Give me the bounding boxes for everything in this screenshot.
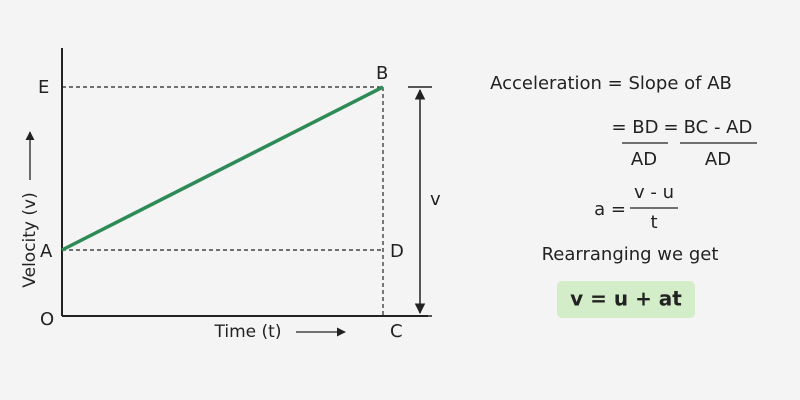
point-label: O	[40, 309, 54, 330]
equation-text: a =	[594, 199, 626, 220]
point-label: A	[40, 241, 53, 262]
x-axis-label: Time (t)	[214, 322, 282, 342]
equation-text: AD	[705, 149, 731, 170]
result-equation: v = u + at	[570, 287, 682, 311]
equation-text: = BD	[611, 117, 658, 138]
equation-text: BC - AD	[684, 117, 753, 138]
point-label: C	[390, 321, 403, 342]
point-label: E	[38, 77, 49, 98]
equation-text: Acceleration = Slope of AB	[490, 73, 732, 94]
point-label: D	[390, 241, 404, 262]
equation-text: t	[650, 212, 657, 233]
y-axis-label: Velocity (v)	[20, 192, 40, 287]
equation-text: AD	[631, 149, 657, 170]
height-label: v	[430, 189, 441, 210]
equation-text: Rearranging we get	[542, 244, 719, 265]
result-box	[557, 281, 695, 318]
point-label: B	[376, 63, 388, 84]
equation-text: v - u	[634, 182, 674, 203]
equation-text: =	[663, 117, 678, 138]
velocity-line	[61, 85, 384, 252]
